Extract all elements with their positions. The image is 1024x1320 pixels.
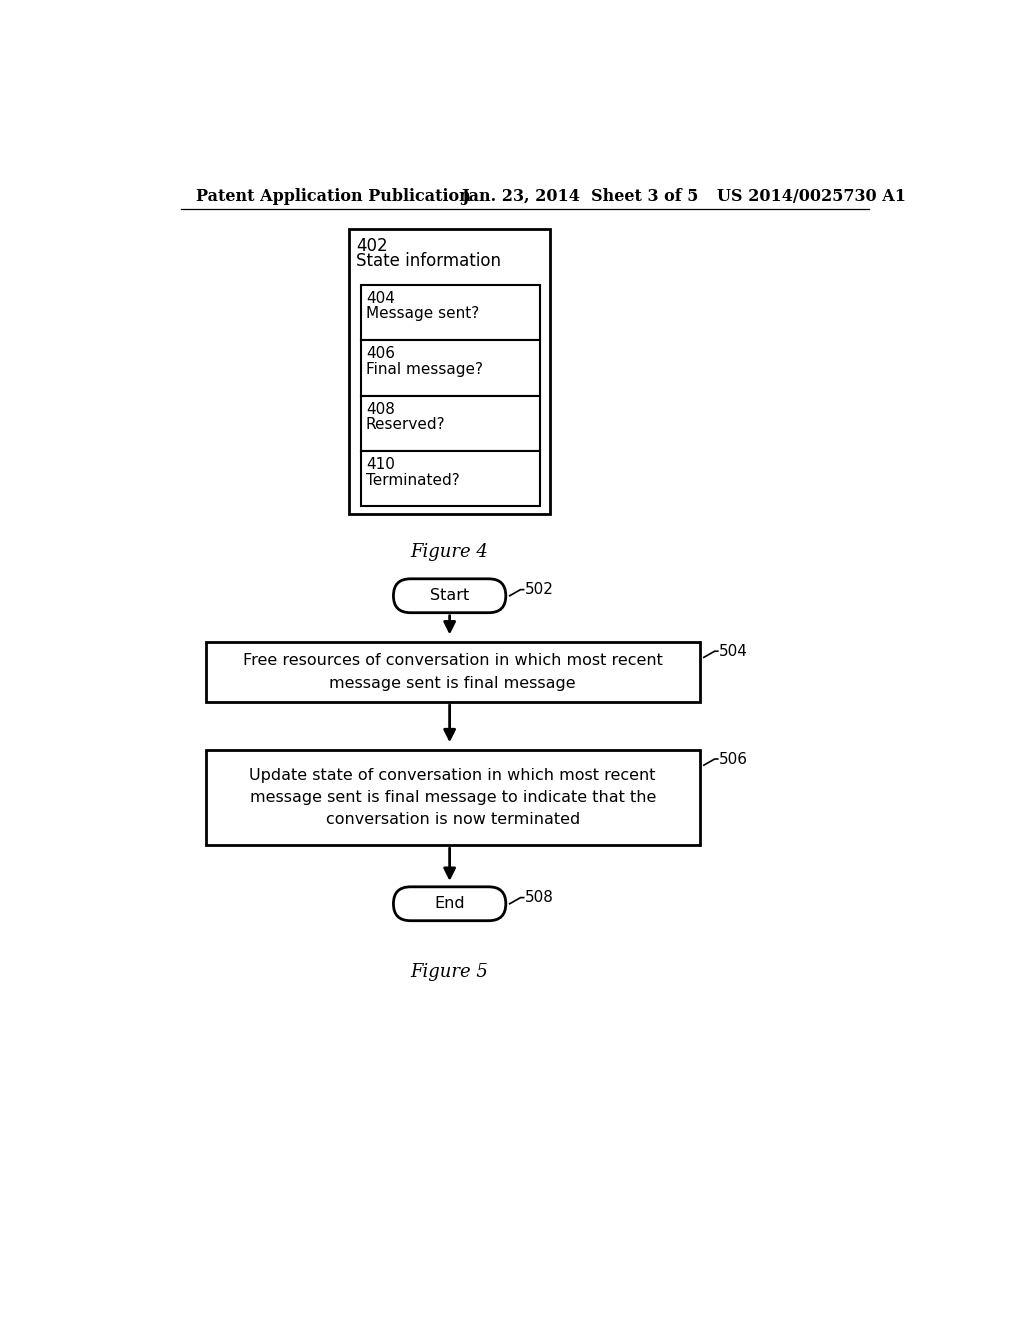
FancyBboxPatch shape xyxy=(360,285,541,341)
Text: Patent Application Publication: Patent Application Publication xyxy=(197,189,471,206)
Text: Figure 4: Figure 4 xyxy=(411,544,488,561)
Text: Free resources of conversation in which most recent
message sent is final messag: Free resources of conversation in which … xyxy=(243,653,663,690)
FancyBboxPatch shape xyxy=(206,642,700,702)
FancyBboxPatch shape xyxy=(360,451,541,507)
FancyBboxPatch shape xyxy=(393,887,506,921)
Text: Message sent?: Message sent? xyxy=(366,306,479,321)
FancyBboxPatch shape xyxy=(360,341,541,396)
Text: 508: 508 xyxy=(525,890,554,906)
Text: 404: 404 xyxy=(366,290,395,306)
Text: Final message?: Final message? xyxy=(366,362,483,376)
Text: Jan. 23, 2014  Sheet 3 of 5: Jan. 23, 2014 Sheet 3 of 5 xyxy=(461,189,698,206)
Text: 408: 408 xyxy=(366,401,395,417)
Text: Figure 5: Figure 5 xyxy=(411,964,488,981)
Text: Update state of conversation in which most recent
message sent is final message : Update state of conversation in which mo… xyxy=(250,768,656,828)
FancyBboxPatch shape xyxy=(206,750,700,845)
Text: US 2014/0025730 A1: US 2014/0025730 A1 xyxy=(717,189,906,206)
Text: 410: 410 xyxy=(366,457,395,473)
Text: 406: 406 xyxy=(366,346,395,362)
Text: Terminated?: Terminated? xyxy=(366,473,460,487)
Text: 502: 502 xyxy=(525,582,554,597)
Text: 402: 402 xyxy=(356,238,387,255)
FancyBboxPatch shape xyxy=(393,579,506,612)
FancyBboxPatch shape xyxy=(349,230,550,515)
FancyBboxPatch shape xyxy=(360,396,541,451)
Text: 504: 504 xyxy=(719,644,749,659)
Text: End: End xyxy=(434,896,465,911)
Text: Start: Start xyxy=(430,589,469,603)
Text: State information: State information xyxy=(356,252,501,271)
Text: 506: 506 xyxy=(719,751,749,767)
Text: Reserved?: Reserved? xyxy=(366,417,445,432)
